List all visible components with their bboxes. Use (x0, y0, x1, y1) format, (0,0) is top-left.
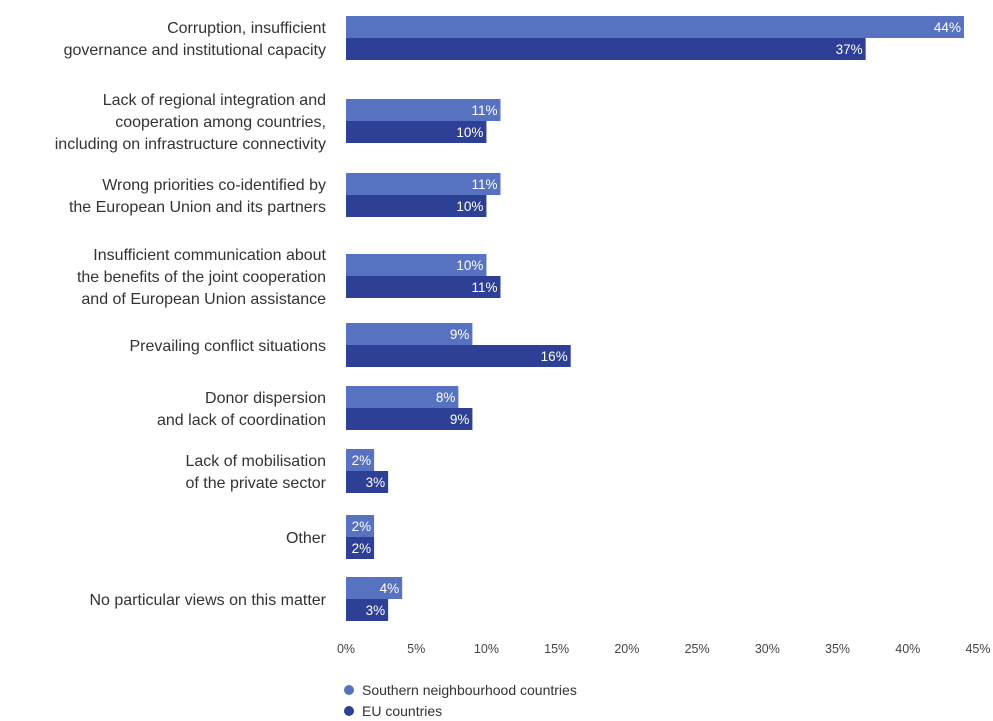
bar-eu-2 (346, 195, 487, 217)
bar-eu-0 (346, 38, 866, 60)
category-label-1-line-0: Lack of regional integration and (103, 92, 326, 109)
bar-southern-7 (346, 515, 375, 537)
data-label-southern-2: 11% (471, 177, 497, 192)
data-label-southern-7: 2% (352, 519, 372, 534)
bars-layer: 44% 37% 11% 10% 11% 10% 10% 11% 9% 16% 8% 9% 2% 3% 2% 2… (346, 16, 964, 621)
data-label-southern-1: 11% (471, 103, 497, 118)
x-tick-label-8: 40% (895, 642, 920, 656)
x-tick-label-5: 25% (685, 642, 710, 656)
category-label-3-line-2: and of European Union assistance (81, 291, 326, 308)
category-label-5-line-0: Donor dispersion (205, 390, 326, 407)
legend-item-southern: Southern neighbourhood countries (344, 679, 577, 700)
x-tick-label-2: 10% (474, 642, 499, 656)
data-label-eu-1: 10% (456, 125, 483, 140)
bar-southern-0 (346, 16, 964, 38)
legend-item-eu: EU countries (344, 700, 577, 721)
category-label-4-line-0: Prevailing conflict situations (129, 338, 326, 355)
category-labels-layer: Corruption, insufficient governance and i… (55, 20, 327, 609)
data-label-eu-8: 3% (366, 603, 386, 618)
bar-southern-5 (346, 386, 459, 408)
legend-label-southern: Southern neighbourhood countries (362, 681, 577, 698)
data-label-southern-0: 44% (934, 20, 961, 35)
data-label-eu-3: 11% (471, 280, 497, 295)
bar-eu-5 (346, 408, 473, 430)
x-tick-label-9: 45% (965, 642, 990, 656)
bar-southern-1 (346, 99, 501, 121)
bar-eu-8 (346, 599, 389, 621)
bar-southern-8 (346, 577, 403, 599)
data-label-eu-6: 3% (366, 475, 386, 490)
data-label-eu-4: 16% (541, 349, 568, 364)
category-label-1-line-2: including on infrastructure connectivity (55, 136, 326, 153)
data-label-eu-5: 9% (450, 412, 470, 427)
category-label-8-line-0: No particular views on this matter (89, 592, 326, 609)
data-label-southern-6: 2% (352, 453, 372, 468)
bar-eu-7 (346, 537, 375, 559)
x-tick-label-7: 35% (825, 642, 850, 656)
bar-southern-4 (346, 323, 473, 345)
category-label-2-line-1: the European Union and its partners (69, 199, 326, 216)
bar-eu-1 (346, 121, 487, 143)
x-tick-label-6: 30% (755, 642, 780, 656)
legend-dot-southern (344, 684, 354, 695)
bar-eu-4 (346, 345, 571, 367)
bar-eu-6 (346, 471, 389, 493)
bar-southern-3 (346, 254, 487, 276)
legend-label-eu: EU countries (362, 702, 443, 719)
x-tick-label-0: 0% (337, 642, 355, 656)
data-label-eu-7: 2% (352, 541, 372, 556)
data-label-eu-2: 10% (456, 199, 483, 214)
data-label-eu-0: 37% (836, 42, 863, 57)
legend-dot-eu (344, 705, 354, 716)
category-label-5-line-1: and lack of coordination (157, 412, 326, 429)
category-label-0-line-0: Corruption, insufficient (167, 20, 326, 37)
category-label-2-line-0: Wrong priorities co-identified by (102, 177, 326, 194)
category-label-3-line-1: the benefits of the joint cooperation (77, 269, 326, 286)
x-tick-label-4: 20% (614, 642, 639, 656)
category-label-6-line-0: Lack of mobilisation (185, 453, 326, 470)
data-label-southern-3: 10% (456, 258, 483, 273)
data-label-southern-8: 4% (380, 581, 400, 596)
bar-chart: 44% 37% 11% 10% 11% 10% 10% 11% 9% 16% 8% 9% 2% 3% 2% 2… (55, 16, 991, 656)
x-tick-label-3: 15% (544, 642, 569, 656)
category-label-7-line-0: Other (286, 530, 327, 547)
bar-southern-6 (346, 449, 375, 471)
category-label-0-line-1: governance and institutional capacity (64, 42, 326, 59)
category-label-1-line-1: cooperation among countries, (115, 114, 326, 131)
legend: Southern neighbourhood countries EU coun… (344, 679, 577, 721)
x-tick-label-1: 5% (407, 642, 425, 656)
category-label-3-line-0: Insufficient communication about (93, 247, 326, 264)
category-label-6-line-1: of the private sector (185, 475, 326, 492)
x-axis-ticks: 0% 5% 10% 15% 20% 25% 30% 35% 40% 45% (337, 642, 991, 656)
data-label-southern-4: 9% (450, 327, 470, 342)
bar-eu-3 (346, 276, 501, 298)
bar-southern-2 (346, 173, 501, 195)
data-label-southern-5: 8% (436, 390, 456, 405)
